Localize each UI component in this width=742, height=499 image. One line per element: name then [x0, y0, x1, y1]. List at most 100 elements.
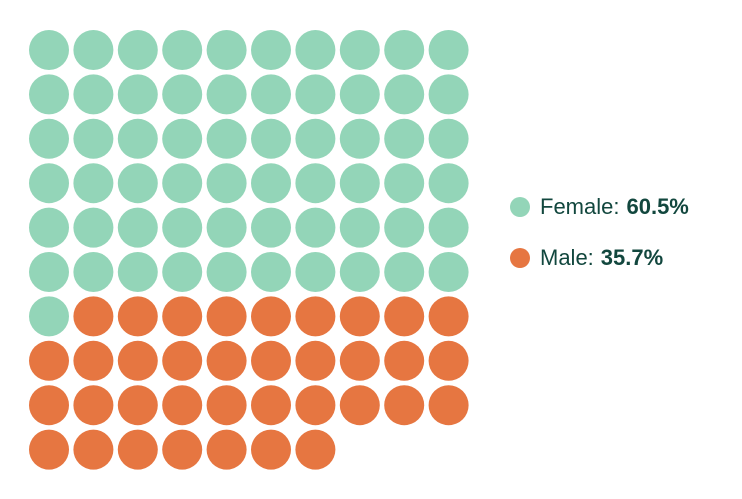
waffle-cell-female [73, 118, 114, 159]
waffle-cell-male [73, 429, 114, 470]
waffle-cell-female [29, 74, 69, 115]
waffle-cell-female [206, 30, 247, 70]
waffle-cell-male [73, 385, 114, 426]
waffle-cell-female [29, 296, 69, 337]
waffle-cell-female [29, 252, 69, 292]
waffle-cell-female [251, 252, 291, 292]
waffle-cell-female [428, 30, 469, 70]
waffle-cell-female [428, 252, 469, 292]
waffle-cell-male [251, 340, 291, 381]
waffle-cell-male [162, 340, 203, 381]
waffle-cell-female [29, 118, 69, 159]
waffle-cell-male [29, 429, 69, 470]
waffle-cell-female [428, 207, 469, 248]
waffle-cell-female [384, 252, 425, 292]
waffle-cell-female [251, 30, 291, 70]
waffle-cell-female [117, 74, 158, 115]
male-swatch-icon [510, 248, 530, 268]
waffle-cell-female [29, 207, 69, 248]
waffle-cell-male [384, 340, 425, 381]
waffle-cell-female [117, 207, 158, 248]
waffle-cell-male [162, 429, 203, 470]
waffle-cell-male [339, 340, 380, 381]
waffle-cell-female [295, 252, 336, 292]
waffle-cell-female [428, 163, 469, 204]
waffle-cell-male [251, 385, 291, 426]
waffle-cell-female [295, 207, 336, 248]
waffle-cell-male [339, 296, 380, 337]
waffle-cell-female [117, 252, 158, 292]
waffle-cell-female [428, 74, 469, 115]
waffle-cell-male [29, 385, 69, 426]
waffle-cell-female [162, 74, 203, 115]
waffle-cell-female [251, 118, 291, 159]
waffle-cell-female [339, 30, 380, 70]
waffle-cell-male [295, 340, 336, 381]
waffle-cell-female [29, 30, 69, 70]
waffle-cell-male [295, 385, 336, 426]
legend-item-male: Male: 35.7% [510, 243, 740, 273]
waffle-cell-male [73, 340, 114, 381]
legend-male-label: Male: [540, 245, 594, 270]
waffle-cell-female [206, 163, 247, 204]
waffle-cell-female [73, 163, 114, 204]
waffle-cell-male [117, 340, 158, 381]
legend-female-value: 60.5% [626, 194, 689, 219]
waffle-cell-female [384, 163, 425, 204]
waffle-cell-female [295, 74, 336, 115]
waffle-cell-male [295, 429, 336, 470]
waffle-cell-female [206, 207, 247, 248]
waffle-cell-female [339, 118, 380, 159]
waffle-cell-female [162, 30, 203, 70]
waffle-cell-female [295, 30, 336, 70]
waffle-cell-male [428, 296, 469, 337]
waffle-cell-male [206, 385, 247, 426]
waffle-cell-male [428, 340, 469, 381]
waffle-cell-female [117, 118, 158, 159]
legend-item-female: Female: 60.5% [510, 192, 740, 222]
waffle-cell-female [295, 118, 336, 159]
waffle-cell-female [29, 163, 69, 204]
waffle-cell-male [295, 296, 336, 337]
waffle-cell-female [428, 118, 469, 159]
waffle-cell-female [384, 118, 425, 159]
waffle-cell-female [251, 207, 291, 248]
waffle-cell-male [73, 296, 114, 337]
waffle-cell-female [339, 74, 380, 115]
waffle-cell-male [384, 296, 425, 337]
female-swatch-icon [510, 197, 530, 217]
waffle-cell-female [117, 30, 158, 70]
waffle-cell-female [162, 118, 203, 159]
waffle-cell-female [339, 163, 380, 204]
legend-female-label: Female: [540, 194, 620, 219]
waffle-cell-male [117, 429, 158, 470]
waffle-cell-female [384, 74, 425, 115]
waffle-cell-male [251, 296, 291, 337]
waffle-cell-male [384, 385, 425, 426]
legend-male-value: 35.7% [600, 245, 664, 270]
waffle-cell-female [339, 252, 380, 292]
waffle-cell-female [73, 30, 114, 70]
waffle-cell-female [73, 74, 114, 115]
waffle-cell-male [117, 385, 158, 426]
waffle-cell-male [162, 296, 203, 337]
waffle-cell-male [339, 385, 380, 426]
waffle-cell-female [206, 118, 247, 159]
waffle-cell-female [162, 252, 203, 292]
waffle-cell-male [162, 385, 203, 426]
waffle-cell-female [73, 207, 114, 248]
waffle-cell-female [162, 207, 203, 248]
waffle-cell-male [206, 429, 247, 470]
waffle-cell-female [384, 30, 425, 70]
waffle-cell-male [251, 429, 291, 470]
waffle-cell-male [428, 385, 469, 426]
waffle-cell-female [73, 252, 114, 292]
waffle-cell-female [206, 252, 247, 292]
waffle-cell-female [162, 163, 203, 204]
waffle-cell-female [117, 163, 158, 204]
waffle-cell-male [206, 340, 247, 381]
waffle-cell-male [29, 340, 69, 381]
waffle-cell-female [295, 163, 336, 204]
legend: Female: 60.5% Male: 35.7% [510, 192, 740, 294]
